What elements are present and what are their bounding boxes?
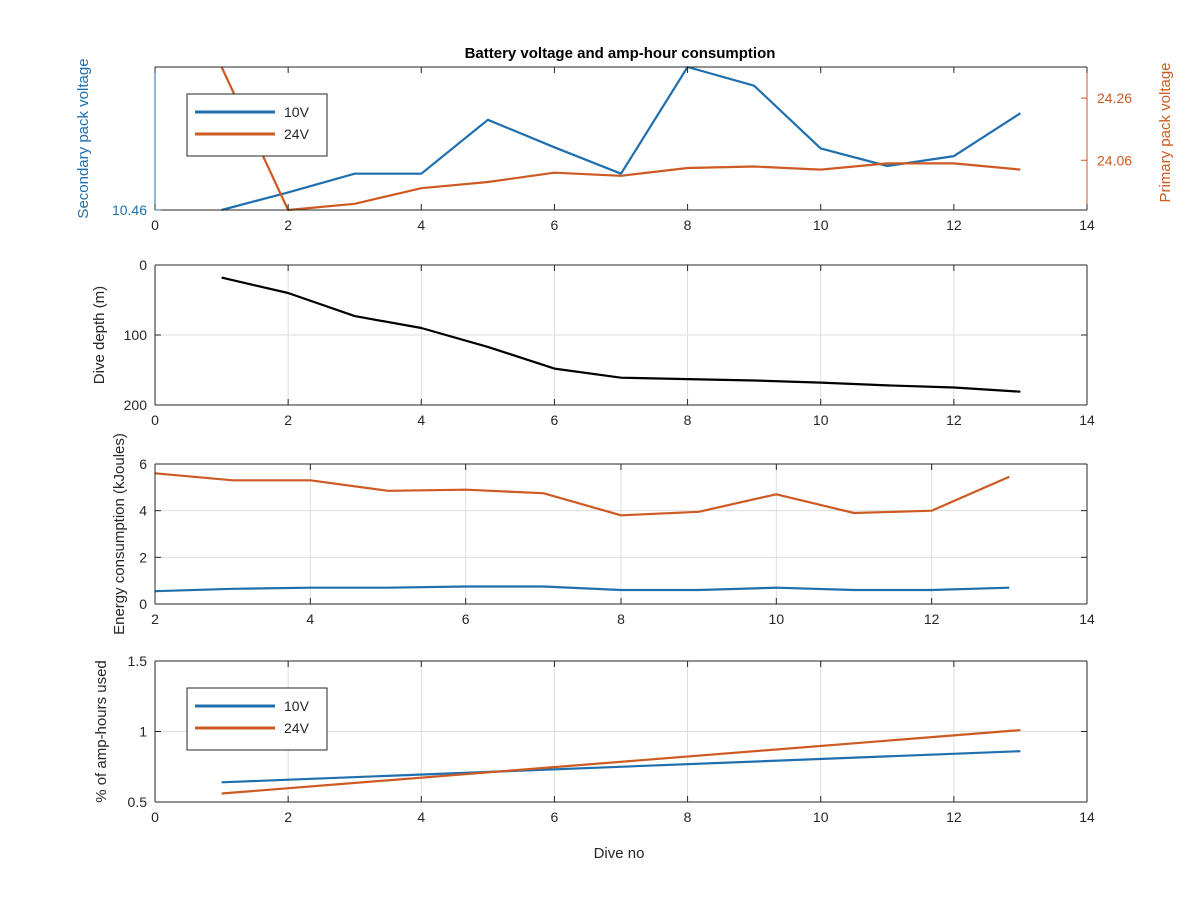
subplot-4: 0 2 4 6 8 10 12 14 0.5 1 1.5 % of amp-hours used Div… [93, 653, 1095, 862]
y-tick-label-right: 24.06 [1097, 152, 1132, 168]
x-tick-label: 10 [813, 809, 829, 825]
series-line-24v [220, 66, 1021, 212]
series-line-2 [154, 585, 1010, 593]
series-line-1 [221, 276, 1021, 393]
x-tick-label: 0 [151, 217, 159, 233]
y-axis-label: % of amp-hours used [93, 660, 110, 803]
x-axis-label: Dive no [594, 845, 645, 862]
x-tick-label: 8 [617, 611, 625, 627]
y-tick-label: 200 [124, 397, 148, 413]
y-tick-label: 4 [139, 503, 147, 519]
legend-label-10v: 10V [284, 698, 310, 714]
x-tick-label: 4 [417, 412, 425, 428]
y-tick-label: 1.5 [128, 653, 148, 669]
y-tick-label: 0 [139, 257, 147, 273]
legend-label-10v: 10V [284, 104, 310, 120]
y-tick-label: 0.5 [128, 794, 148, 810]
x-tick-label: 8 [684, 217, 692, 233]
y-tick-label: 0 [139, 596, 147, 612]
y-tick-label: 6 [139, 456, 147, 472]
y-tick-label: 10.46 [112, 202, 147, 218]
x-tick-label: 10 [769, 611, 785, 627]
x-tick-label: 6 [551, 217, 559, 233]
subplot-1: 0 2 4 6 8 10 12 14 10.46 24.06 24.26 Secondary pack… [75, 58, 1174, 233]
x-tick-label: 2 [284, 809, 292, 825]
legend-box [186, 93, 328, 157]
series-line-10v [221, 750, 1021, 784]
x-tick-label: 8 [684, 809, 692, 825]
x-tick-label: 4 [417, 809, 425, 825]
x-tick-label: 2 [151, 611, 159, 627]
x-tick-label: 10 [813, 217, 829, 233]
x-tick-label: 14 [1079, 217, 1095, 233]
y-axis-label: Dive depth (m) [91, 286, 108, 384]
x-tick-label: 10 [813, 412, 829, 428]
x-tick-label: 12 [924, 611, 940, 627]
x-tick-label: 2 [284, 412, 292, 428]
x-tick-label: 12 [946, 412, 962, 428]
series-line-24v [221, 729, 1021, 795]
legend-label-24v: 24V [284, 720, 310, 736]
x-tick-label: 2 [284, 217, 292, 233]
x-tick-label: 14 [1079, 809, 1095, 825]
series-line-1 [154, 472, 1010, 517]
x-tick-label: 4 [306, 611, 314, 627]
x-tick-label: 14 [1079, 412, 1095, 428]
x-tick-label: 14 [1079, 611, 1095, 627]
y-axis-label: Secondary pack voltage [75, 58, 92, 218]
x-tick-label: 6 [462, 611, 470, 627]
y-axis-label-right: Primary pack voltage [1157, 62, 1174, 202]
x-tick-label: 8 [684, 412, 692, 428]
x-tick-label: 6 [551, 412, 559, 428]
x-tick-label: 0 [151, 412, 159, 428]
x-tick-label: 0 [151, 809, 159, 825]
subplot-2: 0 2 4 6 8 10 12 14 0 100 200 Dive depth (m) [91, 257, 1095, 428]
x-tick-label: 12 [946, 217, 962, 233]
y-tick-label: 100 [124, 327, 148, 343]
chart-title: Battery voltage and amp-hour consumption [465, 45, 776, 62]
y-tick-label: 2 [139, 549, 147, 565]
legend-box [186, 687, 328, 751]
x-tick-label: 6 [551, 809, 559, 825]
x-tick-label: 4 [417, 217, 425, 233]
y-tick-label: 1 [139, 724, 147, 740]
y-tick-label-right: 24.26 [1097, 90, 1132, 106]
x-tick-label: 12 [946, 809, 962, 825]
legend-label-24v: 24V [284, 126, 310, 142]
series-line-10v [221, 65, 1021, 212]
y-axis-label: Energy consumption (kJoules) [111, 433, 128, 635]
